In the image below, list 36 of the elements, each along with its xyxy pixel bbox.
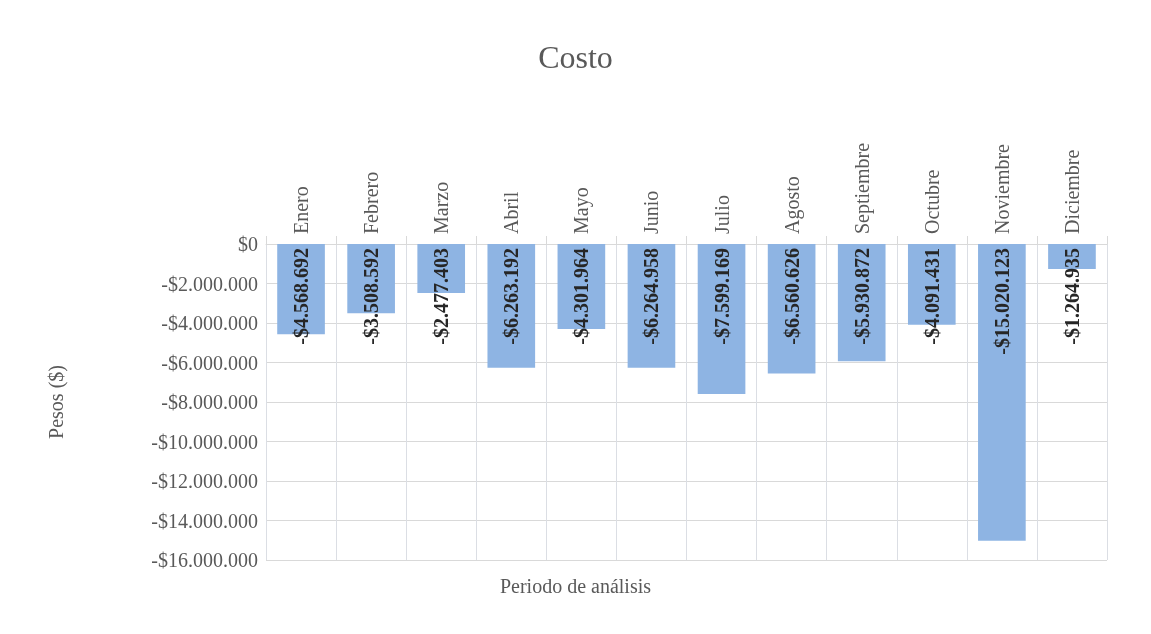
y-tick-label: -$10.000.000: [151, 430, 258, 453]
x-tick-label: Diciembre: [1060, 149, 1083, 234]
x-tick-label: Mayo: [570, 187, 594, 234]
y-tick-label: $0: [238, 233, 258, 255]
x-tick-label: Abril: [500, 191, 523, 234]
y-tick-label: -$8.000.000: [161, 391, 258, 413]
data-label: -$15.020.123: [990, 248, 1013, 355]
x-tick-label: Marzo: [430, 181, 453, 234]
data-label: -$5.930.872: [850, 248, 873, 345]
data-label: -$4.568.692: [290, 248, 313, 345]
data-label: -$7.599.169: [710, 248, 733, 345]
y-tick-label: -$2.000.000: [161, 272, 258, 295]
x-tick-label: Noviembre: [990, 143, 1013, 234]
x-tick-label: Octubre: [920, 169, 943, 234]
x-tick-label: Julio: [710, 195, 733, 234]
data-label: -$1.264.935: [1060, 248, 1083, 345]
y-tick-label: -$4.000.000: [161, 312, 258, 334]
y-tick-label: -$12.000.000: [151, 470, 258, 492]
x-tick-label: Agosto: [780, 176, 804, 234]
data-label: -$6.264.958: [640, 248, 663, 345]
data-label: -$6.263.192: [500, 248, 523, 345]
data-label: -$2.477.403: [430, 248, 453, 345]
y-axis-title: Pesos ($): [45, 365, 68, 439]
x-tick-label: Enero: [290, 186, 313, 234]
chart-title: Costo: [538, 39, 613, 75]
x-tick-label: Septiembre: [850, 142, 874, 234]
x-tick-label: Junio: [640, 190, 663, 234]
y-tick-label: -$16.000.000: [151, 549, 258, 571]
data-label: -$4.091.431: [920, 248, 943, 345]
x-axis-title: Periodo de análisis: [499, 575, 652, 597]
x-tick-label: Febrero: [360, 171, 383, 234]
data-label: -$6.560.626: [780, 248, 803, 345]
y-tick-label: -$14.000.000: [151, 509, 258, 532]
data-label: -$3.508.592: [360, 248, 383, 345]
y-tick-label: -$6.000.000: [161, 351, 258, 374]
data-label: -$4.301.964: [570, 248, 593, 345]
